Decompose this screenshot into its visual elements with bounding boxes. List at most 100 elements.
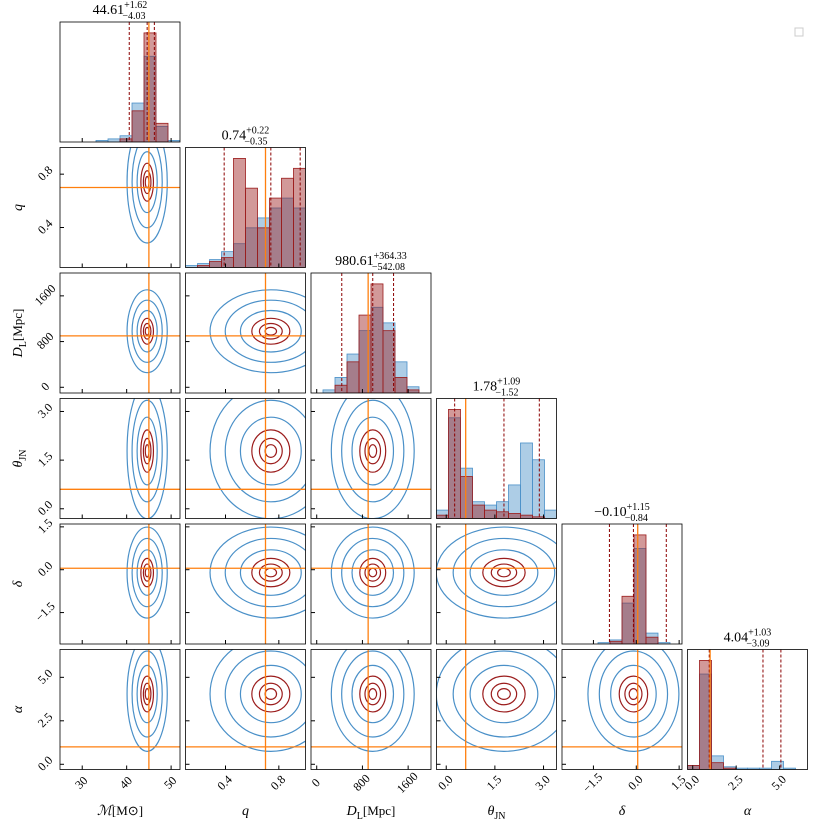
panel-frame <box>59 147 181 268</box>
contour <box>628 688 639 700</box>
x-tick-label: 0.0 <box>435 772 456 793</box>
histogram-bar <box>209 261 222 268</box>
histogram-bar <box>645 636 659 644</box>
contour <box>330 526 415 619</box>
panel-frame <box>59 398 181 519</box>
contour <box>264 567 278 578</box>
legend <box>794 27 804 37</box>
contour <box>126 289 168 374</box>
contour <box>351 549 395 596</box>
histogram-bar <box>233 158 246 268</box>
axis-label: α <box>744 804 752 819</box>
contour <box>239 549 302 596</box>
label-unit: [Mpc] <box>10 309 25 342</box>
histogram-bar <box>520 514 533 519</box>
panel-title: 4.04+1.03 −3.09 <box>724 628 772 650</box>
y-tick-label: 5.0 <box>35 666 56 687</box>
contour <box>209 649 306 752</box>
contour <box>251 675 291 713</box>
contour <box>264 688 278 700</box>
panel <box>436 398 557 519</box>
histogram-bar <box>293 167 306 268</box>
title-median: 4.04 <box>724 631 749 646</box>
panel <box>436 524 557 644</box>
x-tick-label: 0.0 <box>625 772 646 793</box>
y-tick-label: 0.0 <box>35 498 56 519</box>
y-tick-label: −1.5 <box>32 599 57 624</box>
contour <box>131 537 163 608</box>
panel-frame <box>59 523 181 645</box>
panel <box>311 524 431 644</box>
histogram-bar <box>281 177 294 268</box>
contour <box>142 563 152 582</box>
title-median: 1.78 <box>473 380 498 395</box>
contour <box>364 437 382 465</box>
x-tick-label: 2.5 <box>725 772 746 793</box>
contour <box>258 563 283 582</box>
label-base: q <box>242 804 249 819</box>
contour <box>140 557 155 588</box>
histogram-bar <box>257 227 270 268</box>
contour <box>364 682 382 706</box>
contour <box>598 650 669 738</box>
panel <box>60 398 180 519</box>
y-tick-label: 0.8 <box>35 163 56 184</box>
x-tick-label: 40 <box>117 773 135 791</box>
contour <box>368 444 378 458</box>
contour <box>482 675 526 713</box>
x-tick-label: 5.0 <box>769 772 790 793</box>
panel-frame <box>59 649 181 770</box>
panel <box>60 273 180 393</box>
panel-frame <box>310 398 432 519</box>
panel-frame <box>687 649 808 770</box>
contour <box>224 299 306 363</box>
panel <box>60 524 180 644</box>
contour <box>351 416 395 486</box>
title-minus: −542.08 <box>372 262 405 273</box>
label-base: q <box>11 204 26 211</box>
contour <box>126 526 168 619</box>
contour <box>497 567 511 578</box>
contour <box>140 162 155 202</box>
label-sub: L <box>18 341 29 347</box>
contour <box>142 682 152 706</box>
x-tick-label: 800 <box>350 771 373 794</box>
axis-label: θJN <box>11 449 29 467</box>
histogram-bar <box>155 122 169 142</box>
panel <box>687 649 796 770</box>
histogram-bar <box>394 377 408 393</box>
y-tick-label: 3.0 <box>35 400 56 421</box>
panel-frame <box>436 523 557 645</box>
panel <box>311 649 431 770</box>
y-tick-label: 0.0 <box>35 753 56 774</box>
label-base: θ <box>487 804 494 819</box>
label-unit: [Mpc] <box>363 803 396 818</box>
x-tick-label: 50 <box>161 773 179 791</box>
contour <box>224 399 306 503</box>
contour <box>239 416 302 486</box>
axis-label: θJN <box>487 804 505 822</box>
title-median: 0.74 <box>222 129 247 144</box>
histogram-bar <box>532 459 545 519</box>
contour <box>341 650 405 738</box>
contour <box>131 299 163 363</box>
panel <box>185 524 306 644</box>
contour <box>436 526 557 619</box>
histogram-bar <box>508 513 521 519</box>
contour <box>264 326 278 336</box>
histogram-bar <box>711 762 724 770</box>
contour <box>258 682 283 706</box>
contour <box>126 147 168 244</box>
contour <box>136 151 158 214</box>
contour <box>258 322 283 340</box>
histogram-bar <box>633 534 647 644</box>
panel <box>60 147 180 268</box>
axis-label: α <box>11 705 26 713</box>
panel-title: 980.61+364.33 −542.08 <box>335 251 407 273</box>
title-plus: +1.09 <box>497 377 520 388</box>
histogram-bar <box>687 765 700 770</box>
title-minus: −0.84 <box>625 513 648 524</box>
contour <box>136 309 158 353</box>
